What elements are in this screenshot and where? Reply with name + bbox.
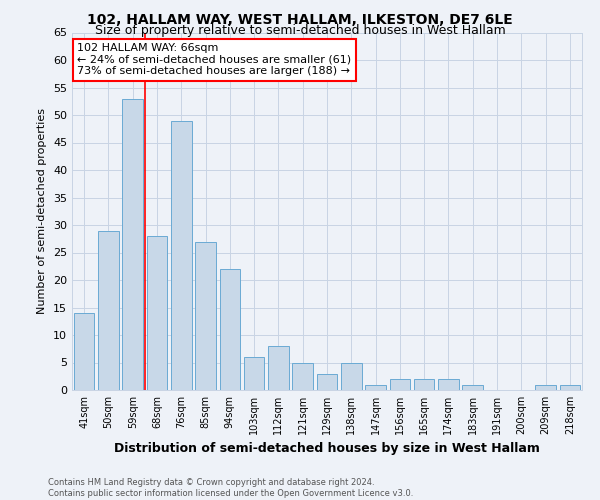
Bar (317, 374, 337, 390)
Bar (341, 362, 362, 390)
Bar (220, 269, 240, 390)
Bar (122, 98, 143, 390)
Bar (98, 230, 119, 390)
Bar (268, 346, 289, 390)
Bar (560, 384, 580, 390)
Bar (292, 362, 313, 390)
Bar (389, 379, 410, 390)
Text: 102 HALLAM WAY: 66sqm
← 24% of semi-detached houses are smaller (61)
73% of semi: 102 HALLAM WAY: 66sqm ← 24% of semi-deta… (77, 43, 351, 76)
Bar (535, 384, 556, 390)
Y-axis label: Number of semi-detached properties: Number of semi-detached properties (37, 108, 47, 314)
Bar (438, 379, 459, 390)
Bar (195, 242, 216, 390)
X-axis label: Distribution of semi-detached houses by size in West Hallam: Distribution of semi-detached houses by … (114, 442, 540, 456)
Bar (365, 384, 386, 390)
Bar (463, 384, 483, 390)
Bar (74, 313, 94, 390)
Bar (146, 236, 167, 390)
Text: Contains HM Land Registry data © Crown copyright and database right 2024.
Contai: Contains HM Land Registry data © Crown c… (48, 478, 413, 498)
Text: Size of property relative to semi-detached houses in West Hallam: Size of property relative to semi-detach… (95, 24, 505, 37)
Bar (171, 120, 191, 390)
Bar (414, 379, 434, 390)
Text: 102, HALLAM WAY, WEST HALLAM, ILKESTON, DE7 6LE: 102, HALLAM WAY, WEST HALLAM, ILKESTON, … (87, 12, 513, 26)
Bar (244, 357, 265, 390)
